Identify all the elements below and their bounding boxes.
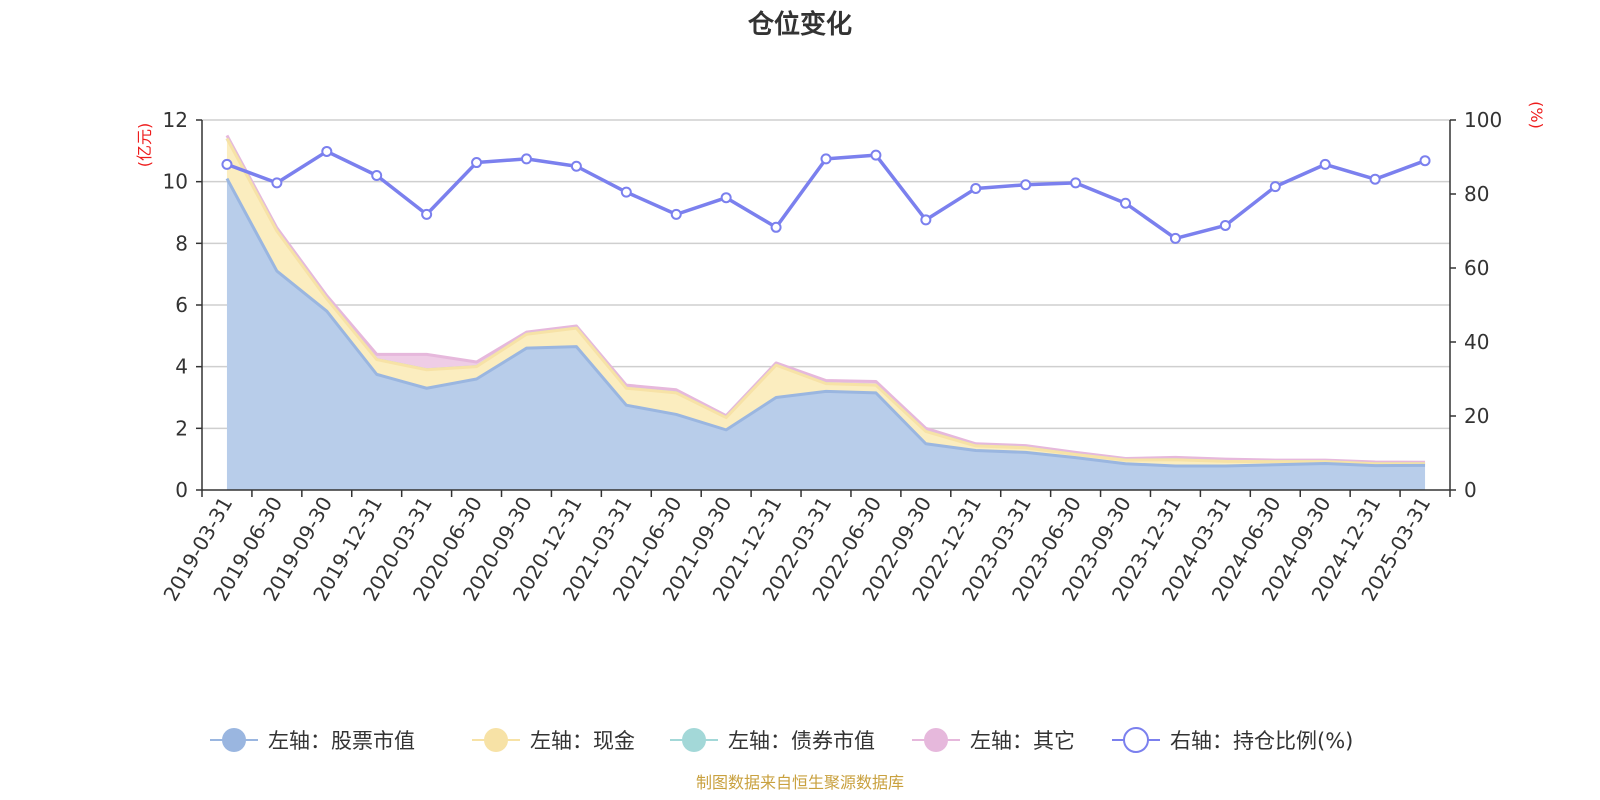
ratio-point <box>620 186 632 198</box>
ratio-point <box>221 158 233 170</box>
ratio-point <box>471 157 483 169</box>
ratio-point <box>371 170 383 181</box>
ratio-point <box>670 208 682 220</box>
legend-item[interactable]: 左轴：现金 <box>472 728 635 753</box>
legend-marker-icon <box>682 728 706 752</box>
legend-label: 左轴：债券市值 <box>728 729 875 753</box>
ratio-point <box>1120 197 1132 209</box>
left-axis-unit: (亿元) <box>135 123 154 168</box>
left-tick-label: 8 <box>175 231 188 255</box>
ratio-point <box>570 160 582 172</box>
left-tick-label: 10 <box>163 170 188 194</box>
ratio-point <box>1020 179 1032 191</box>
legend: 左轴：股票市值 左轴：现金 左轴：债券市值 左轴：其它 右轴：持仓比例(%) <box>210 727 1353 753</box>
right-axis-unit: (%) <box>1527 101 1546 129</box>
legend-item[interactable]: 左轴：其它 <box>912 728 1075 753</box>
legend-marker-icon <box>222 728 246 752</box>
left-tick-label: 4 <box>175 355 188 379</box>
legend-item[interactable]: 左轴：股票市值 <box>210 728 415 753</box>
right-tick-label: 60 <box>1464 256 1489 280</box>
ratio-point <box>720 192 732 204</box>
ratio-point <box>421 208 433 220</box>
ratio-point <box>1070 177 1082 189</box>
ratio-point <box>870 149 882 161</box>
ratio-point <box>770 221 782 233</box>
ratio-point <box>1269 181 1281 193</box>
stacked-areas <box>225 134 1426 491</box>
legend-label: 左轴：股票市值 <box>268 729 415 753</box>
area-edge-line <box>225 134 1426 464</box>
ratio-line-series <box>221 145 1431 244</box>
source-note: 制图数据来自恒生聚源数据库 <box>696 773 904 792</box>
legend-item[interactable]: 左轴：债券市值 <box>670 728 875 753</box>
ratio-point <box>1369 173 1381 185</box>
ratio-point <box>1319 158 1331 170</box>
area-edge-line <box>225 137 1426 466</box>
ratio-point <box>520 153 532 165</box>
right-tick-label: 100 <box>1464 108 1502 132</box>
left-tick-label: 6 <box>175 293 188 317</box>
ratio-point <box>1169 232 1181 244</box>
ratio-point <box>1219 219 1231 231</box>
legend-label: 左轴：现金 <box>530 729 635 753</box>
left-tick-label: 12 <box>163 108 188 132</box>
ratio-point <box>1419 155 1431 167</box>
legend-label: 右轴：持仓比例(%) <box>1170 729 1353 753</box>
left-tick-label: 0 <box>175 478 188 502</box>
ratio-point <box>321 145 333 157</box>
left-tick-label: 2 <box>175 416 188 440</box>
ratio-point <box>920 214 932 226</box>
legend-item[interactable]: 右轴：持仓比例(%) <box>1112 727 1353 753</box>
right-tick-label: 80 <box>1464 182 1489 206</box>
chart-title: 仓位变化 <box>747 9 852 40</box>
legend-marker-icon <box>1123 727 1149 753</box>
right-tick-label: 20 <box>1464 404 1489 428</box>
right-tick-label: 0 <box>1464 478 1477 502</box>
legend-marker-icon <box>924 728 948 752</box>
legend-label: 左轴：其它 <box>970 729 1075 753</box>
area-fill <box>226 178 1426 491</box>
ratio-point <box>970 182 982 194</box>
ratio-point <box>271 177 283 189</box>
legend-marker-icon <box>484 728 508 752</box>
right-tick-label: 40 <box>1464 330 1489 354</box>
area-edge-line <box>225 177 1426 468</box>
ratio-point <box>820 153 832 165</box>
ratio-line <box>226 149 1426 241</box>
